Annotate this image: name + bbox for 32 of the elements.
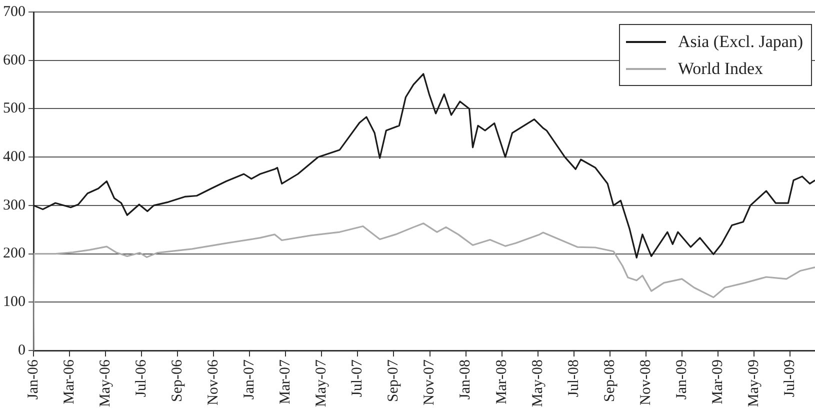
x-tick-label: Nov-07	[422, 359, 438, 406]
x-tick-label: Sep-08	[602, 360, 618, 402]
x-tick-label: Jul-08	[566, 360, 582, 398]
x-tick-label: Nov-08	[638, 360, 654, 406]
legend-label: Asia (Excl. Japan)	[678, 31, 804, 53]
x-tick-label: Jan-08	[458, 360, 474, 400]
x-tick-label: Sep-07	[386, 359, 402, 402]
x-tick-label: Jan-06	[25, 359, 42, 400]
y-tick-label: 200	[3, 246, 26, 262]
y-tick-label: 300	[3, 197, 26, 214]
x-tick-label: Mar-07	[278, 359, 294, 404]
x-tick-label: Jan-09	[674, 360, 690, 400]
x-tick-label: May-08	[530, 360, 546, 408]
y-tick-label: 700	[3, 4, 26, 20]
x-tick-label: Sep-06	[170, 359, 186, 402]
y-tick-label: 0	[18, 342, 26, 358]
y-tick-label: 400	[3, 149, 26, 166]
x-tick-label: Jul-09	[782, 360, 798, 398]
x-tick-label: Nov-06	[206, 359, 222, 406]
y-tick-label: 500	[3, 100, 26, 117]
x-tick-label: Jan-07	[242, 359, 258, 400]
x-tick-label: Jul-06	[134, 359, 150, 398]
y-tick-label: 600	[3, 52, 26, 68]
legend-label: World Index	[678, 58, 764, 80]
x-tick-label: Mar-09	[710, 360, 726, 404]
x-tick-label: May-09	[746, 360, 762, 408]
y-tick-label: 100	[3, 294, 26, 310]
x-tick-label: Mar-08	[494, 360, 510, 404]
x-tick-label: Jul-07	[350, 359, 366, 398]
x-tick-label: May-06	[97, 359, 114, 408]
x-tick-label: Mar-06	[61, 359, 78, 404]
x-tick-label: May-07	[314, 359, 330, 408]
